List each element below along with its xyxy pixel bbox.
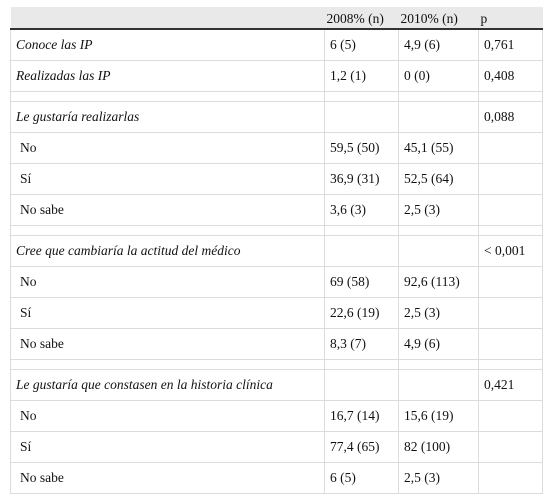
value-2010 [398,100,479,133]
p-value: < 0,001 [478,234,543,267]
row-label: Sí [10,296,325,329]
answer-row: No 59,5 (50) 45,1 (55) [10,131,543,164]
p-value: 0,761 [478,28,543,61]
value-2008: 8,3 (7) [324,327,399,360]
question-row: Conoce las IP 6 (5) 4,9 (6) 0,761 [10,28,543,61]
spacer-cell [398,358,479,370]
answer-row: No sabe 6 (5) 2,5 (3) [10,461,543,494]
value-2010 [398,368,479,401]
value-2010: 52,5 (64) [398,162,479,195]
row-label: No [10,265,325,298]
row-label: No [10,399,325,432]
value-2008 [324,368,399,401]
answer-row: No sabe 3,6 (3) 2,5 (3) [10,193,543,226]
value-2010: 45,1 (55) [398,131,479,164]
row-label: Realizadas las IP [10,59,325,92]
spacer-cell [398,224,479,236]
spacer-cell [324,90,399,102]
value-2008: 36,9 (31) [324,162,399,195]
p-value [478,162,543,195]
p-value: 0,088 [478,100,543,133]
spacer-cell [478,90,543,102]
spacer-row [10,358,543,370]
value-2008: 69 (58) [324,265,399,298]
answer-row: No sabe 8,3 (7) 4,9 (6) [10,327,543,360]
answer-row: No 16,7 (14) 15,6 (19) [10,399,543,432]
spacer-row [10,90,543,102]
p-value [478,399,543,432]
row-label: No sabe [10,461,325,494]
p-value [478,327,543,360]
value-2008: 16,7 (14) [324,399,399,432]
p-value [478,296,543,329]
value-2008: 1,2 (1) [324,59,399,92]
value-2010: 2,5 (3) [398,461,479,494]
question-row: Le gustaría realizarlas 0,088 [10,100,543,133]
p-value [478,430,543,463]
value-2008: 77,4 (65) [324,430,399,463]
table-header: 2008% (n) 2010% (n) p [10,7,543,30]
spacer-cell [398,90,479,102]
value-2010 [398,234,479,267]
row-label: Sí [10,162,325,195]
value-2010: 2,5 (3) [398,193,479,226]
row-label: Le gustaría que constasen en la historia… [10,368,325,401]
spacer-cell [324,358,399,370]
spacer-cell [10,224,325,236]
answer-row: No 69 (58) 92,6 (113) [10,265,543,298]
question-row: Le gustaría que constasen en la historia… [10,368,543,401]
value-2010: 15,6 (19) [398,399,479,432]
value-2010: 92,6 (113) [398,265,479,298]
p-value [478,131,543,164]
p-value [478,461,543,494]
row-label: Le gustaría realizarlas [10,100,325,133]
results-table: 2008% (n) 2010% (n) p Conoce las IP 6 (5)… [10,7,543,494]
answer-row: Sí 22,6 (19) 2,5 (3) [10,296,543,329]
value-2008: 6 (5) [324,461,399,494]
spacer-row [10,224,543,236]
row-label: No sabe [10,193,325,226]
value-2010: 0 (0) [398,59,479,92]
value-2010: 2,5 (3) [398,296,479,329]
row-label: No [10,131,325,164]
value-2008: 3,6 (3) [324,193,399,226]
row-label: Sí [10,430,325,463]
p-value [478,193,543,226]
p-value: 0,408 [478,59,543,92]
p-value: 0,421 [478,368,543,401]
row-label: No sabe [10,327,325,360]
answer-row: Sí 36,9 (31) 52,5 (64) [10,162,543,195]
spacer-cell [478,224,543,236]
question-row: Realizadas las IP 1,2 (1) 0 (0) 0,408 [10,59,543,92]
question-row: Cree que cambiaría la actitud del médico… [10,234,543,267]
value-2010: 82 (100) [398,430,479,463]
answer-row: Sí 77,4 (65) 82 (100) [10,430,543,463]
p-value [478,265,543,298]
value-2008 [324,234,399,267]
header-cell-label [10,7,325,30]
value-2008: 59,5 (50) [324,131,399,164]
value-2008 [324,100,399,133]
header-cell-2010: 2010% (n) [398,7,479,30]
header-cell-2008: 2008% (n) [324,7,399,30]
value-2010: 4,9 (6) [398,327,479,360]
value-2008: 6 (5) [324,28,399,61]
header-row: 2008% (n) 2010% (n) p [10,7,543,30]
row-label: Cree que cambiaría la actitud del médico [10,234,325,267]
spacer-cell [10,90,325,102]
value-2008: 22,6 (19) [324,296,399,329]
spacer-cell [324,224,399,236]
spacer-cell [10,358,325,370]
table-body: Conoce las IP 6 (5) 4,9 (6) 0,761 Realizadas… [10,28,543,494]
row-label: Conoce las IP [10,28,325,61]
spacer-cell [478,358,543,370]
value-2010: 4,9 (6) [398,28,479,61]
header-cell-p: p [478,7,543,30]
